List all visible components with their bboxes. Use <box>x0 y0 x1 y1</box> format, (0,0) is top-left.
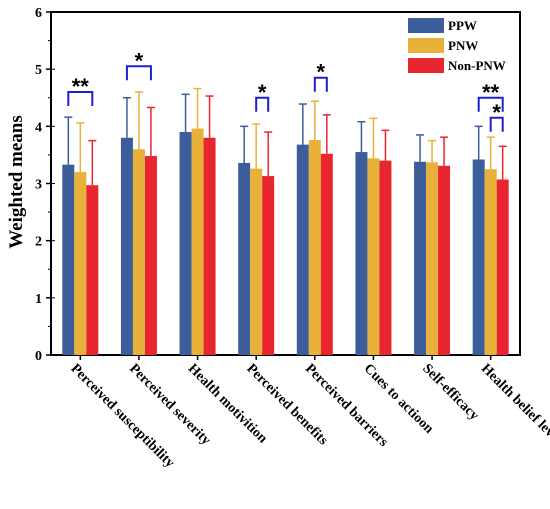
bar <box>132 149 145 355</box>
y-tick-label: 3 <box>35 178 42 193</box>
significance-star: ** <box>482 80 500 105</box>
bar <box>438 165 451 355</box>
legend: PPW PNW Non-PNW <box>408 18 506 73</box>
legend-label: Non-PNW <box>448 58 506 73</box>
bar <box>250 168 263 355</box>
y-tick-label: 2 <box>35 235 42 250</box>
y-tick-label: 1 <box>35 292 42 307</box>
significance-bracket <box>255 96 270 112</box>
significance-bracket <box>313 76 328 92</box>
significance-bracket <box>489 116 504 132</box>
bar <box>308 140 321 355</box>
bar <box>426 162 439 355</box>
bar <box>484 169 497 355</box>
bar <box>144 156 157 355</box>
legend-label: PNW <box>448 38 478 53</box>
significance-bracket <box>477 96 504 112</box>
legend-swatch <box>408 18 444 33</box>
significance-star: * <box>258 80 267 105</box>
significance-bracket <box>125 65 152 81</box>
bar <box>120 137 133 355</box>
bar <box>320 153 333 355</box>
significance-bracket <box>67 91 94 107</box>
bar <box>367 158 380 355</box>
significance-markers: ******** <box>67 48 504 132</box>
bar <box>191 128 204 355</box>
legend-swatch <box>408 38 444 53</box>
x-tick-label: Perceived susceptibility <box>67 361 177 471</box>
bar <box>262 176 275 355</box>
significance-star: * <box>492 100 501 125</box>
x-tick-label: Health belief level <box>478 361 550 448</box>
significance-star: * <box>135 48 144 73</box>
bar <box>86 185 99 355</box>
bar <box>379 160 392 355</box>
x-tick-label: Self-efficacy <box>419 361 481 423</box>
error-bars <box>64 87 507 186</box>
legend-swatch <box>408 58 444 73</box>
significance-star: ** <box>72 74 90 99</box>
bar <box>296 144 309 355</box>
bar <box>414 161 427 355</box>
y-tick-label: 4 <box>35 120 42 135</box>
bar <box>472 159 485 355</box>
bar <box>179 132 192 355</box>
significance-star: * <box>317 60 326 85</box>
legend-label: PPW <box>448 18 477 33</box>
y-tick-label: 5 <box>35 63 42 78</box>
bar <box>238 162 251 355</box>
bars <box>62 128 509 355</box>
y-tick-label: 0 <box>35 349 42 364</box>
bar <box>496 179 509 355</box>
bar <box>62 164 75 355</box>
bar <box>74 172 87 355</box>
y-axis-title: Weighted means <box>6 115 27 249</box>
bar <box>355 152 368 355</box>
bar <box>203 137 216 355</box>
y-tick-label: 6 <box>35 6 42 21</box>
